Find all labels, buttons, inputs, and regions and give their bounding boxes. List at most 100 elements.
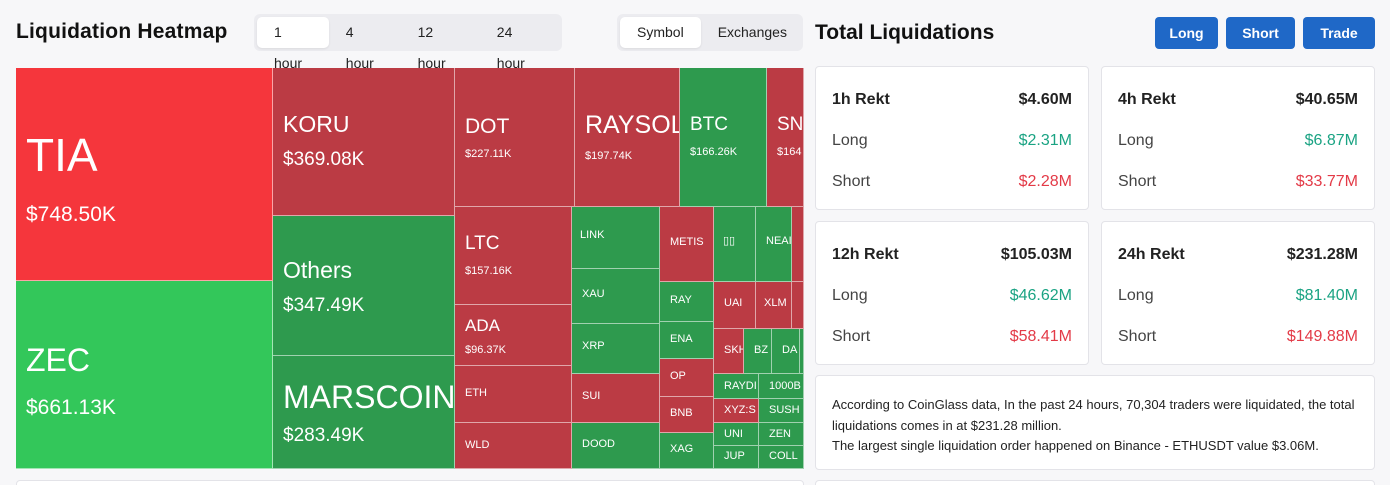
- tile-symbol: LINK: [580, 229, 605, 241]
- heatmap-tile-xau[interactable]: XAU: [572, 269, 660, 324]
- heatmap-tile-zec[interactable]: ZEC $661.13K: [16, 281, 273, 469]
- heatmap-tile-dot[interactable]: DOT $227.11K: [455, 68, 575, 207]
- tile-symbol: XAG: [670, 443, 694, 455]
- tile-symbol: TIA: [26, 129, 98, 181]
- heatmap-tile-metis[interactable]: METIS: [660, 207, 714, 282]
- heatmap-tile-op[interactable]: OP: [660, 359, 714, 397]
- bottom-panel-right: [815, 480, 1375, 485]
- short-value: $2.28M: [1018, 173, 1072, 190]
- heatmap-tile-sui[interactable]: SUI: [572, 374, 660, 423]
- card-total: $105.03M: [1000, 246, 1072, 263]
- heatmap-tile-ray[interactable]: RAY: [660, 282, 714, 322]
- tile-symbol: XYZ:S: [724, 404, 756, 416]
- heatmap-tile-zen[interactable]: ZEN: [759, 423, 804, 446]
- heatmap-tile-wld[interactable]: WLD: [455, 423, 572, 469]
- short-button[interactable]: Short: [1226, 17, 1295, 49]
- heatmap-tile-unlabeled[interactable]: [792, 282, 804, 329]
- tile-value: $166.26K: [690, 145, 738, 158]
- heatmap-tile-uni[interactable]: UNI: [714, 423, 759, 446]
- tile-symbol: DOOD: [582, 438, 615, 450]
- heatmap-tile-jup[interactable]: JUP: [714, 446, 759, 469]
- trade-button[interactable]: Trade: [1303, 17, 1375, 49]
- heatmap-tile-ada[interactable]: ADA $96.37K: [455, 305, 572, 366]
- long-label: Long: [1118, 132, 1154, 149]
- tile-symbol: ZEN: [769, 428, 791, 440]
- heatmap-tile-bz[interactable]: BZ: [744, 329, 772, 374]
- tile-value: $661.13K: [26, 396, 116, 420]
- tile-symbol: BTC: [690, 114, 728, 135]
- heatmap-tile-1000b[interactable]: 1000B: [759, 374, 804, 399]
- heatmap-tile-dood[interactable]: DOOD: [572, 423, 660, 469]
- heatmap-tile-sn[interactable]: SN $164: [767, 68, 804, 207]
- heatmap-tile-eth[interactable]: ETH: [455, 366, 572, 423]
- tab-24-hour[interactable]: 24 hour: [496, 24, 525, 71]
- tab-4-hour[interactable]: 4 hour: [345, 24, 374, 71]
- tile-symbol: DOT: [465, 115, 510, 138]
- heatmap-tile-xlm[interactable]: XLM: [756, 282, 792, 329]
- tile-symbol: METIS: [670, 236, 704, 248]
- tile-symbol: UAI: [724, 297, 743, 309]
- view-mode-selector: Symbol Exchanges: [617, 14, 803, 51]
- tile-symbol: XLM: [764, 297, 787, 309]
- tab-12-hour[interactable]: 12 hour: [417, 24, 446, 71]
- heatmap-tile-skh[interactable]: SKH: [714, 329, 744, 374]
- heatmap-tile-koru[interactable]: KORU $369.08K: [273, 68, 455, 216]
- tile-value: $283.49K: [283, 425, 365, 447]
- tab-exchanges[interactable]: Exchanges: [717, 24, 787, 40]
- heatmap-tile-neai[interactable]: NEAI: [756, 207, 792, 282]
- heatmap-tile-link[interactable]: LINK: [572, 207, 660, 269]
- heatmap-tile-tia[interactable]: TIA $748.50K: [16, 68, 273, 281]
- tile-symbol: XAU: [582, 288, 605, 300]
- tile-symbol: COLL: [769, 450, 798, 462]
- tile-symbol: RAYSOL: [585, 111, 680, 139]
- card-total: $4.60M: [1018, 91, 1072, 108]
- time-range-selector: 1 hour 4 hour 12 hour 24 hour: [254, 14, 562, 71]
- heatmap-tile-marscoin[interactable]: MARSCOIN $283.49K: [273, 356, 455, 469]
- tile-symbol: WLD: [465, 439, 490, 451]
- heatmap-tile-xyz-s[interactable]: XYZ:S: [714, 399, 759, 423]
- long-button[interactable]: Long: [1155, 17, 1218, 49]
- heatmap-tile-raydi[interactable]: RAYDI: [714, 374, 759, 399]
- heatmap-tile--[interactable]: ▯▯: [714, 207, 756, 282]
- short-label: Short: [832, 173, 871, 190]
- long-label: Long: [832, 132, 868, 149]
- heatmap-tile-bnb[interactable]: BNB: [660, 397, 714, 433]
- heatmap-tile-xag[interactable]: XAG: [660, 433, 714, 469]
- tile-symbol: KORU: [283, 111, 350, 137]
- tile-symbol: ▯▯: [723, 235, 736, 247]
- summary-line-2: The largest single liquidation order hap…: [832, 438, 1319, 453]
- tile-symbol: ZEC: [26, 342, 90, 378]
- tile-symbol: SUI: [582, 390, 601, 402]
- tile-symbol: ENA: [670, 333, 693, 345]
- tile-value: $347.49K: [283, 295, 365, 317]
- total-liquidations-title: Total Liquidations: [815, 21, 995, 44]
- tab-symbol[interactable]: Symbol: [620, 17, 701, 48]
- heatmap-tile-ena[interactable]: ENA: [660, 322, 714, 359]
- tile-symbol: SN: [777, 114, 804, 135]
- heatmap-tile-btc[interactable]: BTC $166.26K: [680, 68, 767, 207]
- heatmap-tile-xrp[interactable]: XRP: [572, 324, 660, 374]
- short-value: $149.88M: [1286, 328, 1358, 345]
- card-title: 24h Rekt: [1118, 246, 1185, 263]
- bottom-panel-left: [16, 480, 804, 485]
- heatmap-tile-da[interactable]: DA: [772, 329, 800, 374]
- heatmap-tile-unlabeled[interactable]: [800, 329, 804, 374]
- tile-symbol: 1000B: [769, 380, 801, 392]
- heatmap-tile-unlabeled[interactable]: [792, 207, 804, 282]
- heatmap-tile-raysol[interactable]: RAYSOL $197.74K: [575, 68, 680, 207]
- short-value: $33.77M: [1295, 173, 1358, 190]
- heatmap-tile-coll[interactable]: COLL: [759, 446, 804, 469]
- heatmap-tile-ltc[interactable]: LTC $157.16K: [455, 207, 572, 305]
- tile-value: $197.74K: [585, 149, 633, 162]
- tile-value: $369.08K: [283, 149, 365, 171]
- heatmap-title: Liquidation Heatmap: [16, 20, 228, 43]
- tile-symbol: Others: [283, 257, 353, 283]
- heatmap-tile-others[interactable]: Others $347.49K: [273, 216, 455, 356]
- heatmap-tile-sush[interactable]: SUSH: [759, 399, 804, 423]
- tab-1-hour[interactable]: 1 hour: [257, 17, 329, 71]
- tile-symbol: DA: [782, 344, 798, 356]
- heatmap-tile-uai[interactable]: UAI: [714, 282, 756, 329]
- card-title: 12h Rekt: [832, 246, 899, 263]
- tile-symbol: NEAI: [766, 235, 792, 247]
- rekt-card-4h: 4h Rekt $40.65M Long $6.87M Short $33.77M: [1101, 66, 1375, 210]
